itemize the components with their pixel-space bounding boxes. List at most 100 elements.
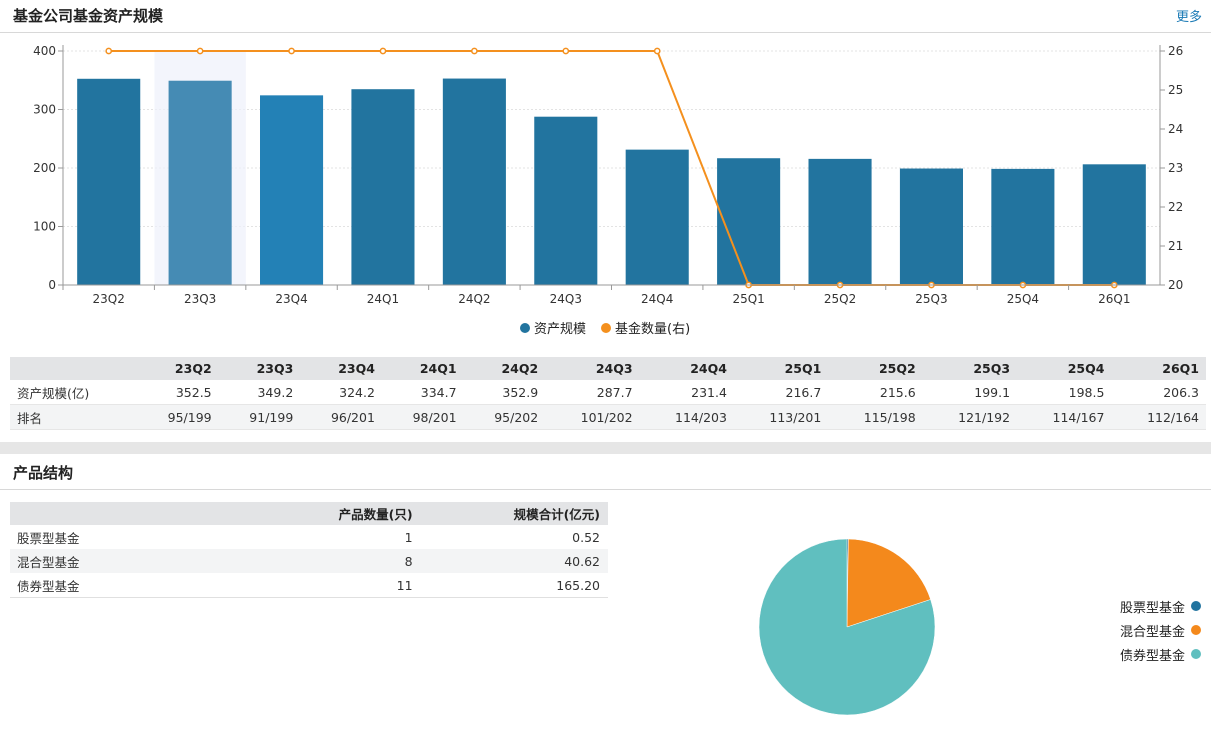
row-total: 40.62 (420, 549, 608, 573)
table-row: 股票型基金 1 0.52 (10, 525, 608, 549)
table-cell: 206.3 (1111, 380, 1206, 405)
x-tick-label: 25Q2 (824, 292, 856, 306)
bar[interactable] (625, 149, 689, 285)
y-right-tick-label: 23 (1168, 161, 1183, 175)
bar[interactable] (899, 168, 963, 285)
y-right-tick-label: 25 (1168, 83, 1183, 97)
x-tick-label: 25Q4 (1007, 292, 1039, 306)
header-quarter: 26Q1 (1111, 357, 1206, 380)
bar[interactable] (442, 78, 506, 285)
bar[interactable] (717, 158, 781, 285)
y-left-tick-label: 200 (33, 161, 56, 175)
legend-marker (520, 323, 530, 333)
divider (0, 489, 1211, 490)
asset-scale-chart: 0 100 200 300 400 20 21 22 23 24 25 26 23Q2 23Q3 23Q4 2… (33, 44, 1183, 337)
table-row: 资产规模(亿) 352.5 349.2 324.2 334.7 352.9 287.7 231… (10, 380, 1206, 405)
header-blank (10, 357, 137, 380)
pie-slice[interactable] (846, 538, 931, 628)
y-left-tick-label: 400 (33, 44, 56, 58)
table-row: 混合型基金 8 40.62 (10, 549, 608, 573)
table-cell: 115/198 (828, 404, 923, 430)
table-header-row: 产品数量(只) 规模合计(亿元) (10, 502, 608, 525)
table-cell: 215.6 (828, 380, 923, 405)
bar[interactable] (534, 116, 598, 286)
pie-legend-marker (1191, 649, 1201, 659)
y-left-tick-label: 0 (48, 278, 56, 292)
table-cell: 216.7 (733, 380, 829, 405)
row-label: 股票型基金 (17, 530, 80, 546)
pie-legend-item[interactable]: 混合型基金 (1120, 618, 1201, 642)
divider (0, 32, 1211, 33)
legend-label[interactable]: 基金数量(右) (615, 321, 690, 337)
table-cell: 112/164 (1111, 404, 1206, 430)
table-cell: 352.9 (463, 380, 546, 405)
y-right-tick-label: 22 (1168, 200, 1183, 214)
row-count: 8 (256, 549, 421, 573)
pie-slice[interactable] (758, 538, 936, 716)
header-quarter: 25Q2 (828, 357, 923, 380)
table-header-row: 23Q2 23Q3 23Q4 24Q1 24Q2 24Q3 24Q4 25Q1 25Q2 25Q3… (10, 357, 1206, 380)
x-tick-label: 26Q1 (1098, 292, 1130, 306)
table-cell: 198.5 (1017, 380, 1112, 405)
table-cell: 231.4 (639, 380, 734, 405)
bar[interactable] (168, 80, 232, 285)
line-point[interactable] (471, 47, 478, 55)
header-quarter: 24Q4 (639, 357, 734, 380)
header-quarter: 24Q1 (381, 357, 464, 380)
line-point[interactable] (562, 47, 570, 55)
table-cell: 121/192 (922, 404, 1018, 430)
row-count: 1 (404, 529, 413, 545)
product-structure-pie (758, 538, 936, 716)
header-quarter: 24Q3 (545, 357, 640, 380)
line-point[interactable] (105, 47, 113, 55)
table-cell: 91/199 (218, 404, 301, 430)
header-total: 规模合计(亿元) (420, 502, 608, 525)
pie-legend-marker (1191, 601, 1201, 611)
legend-label[interactable]: 资产规模 (534, 322, 586, 337)
y-right-tick-label: 21 (1168, 239, 1183, 253)
bar[interactable] (991, 168, 1055, 285)
product-table: 产品数量(只) 规模合计(亿元) 股票型基金 1 0.52 混合型基金 8 40… (10, 502, 608, 598)
header-quarter: 25Q4 (1017, 357, 1112, 380)
line-point[interactable] (379, 47, 387, 55)
x-tick-label: 25Q1 (732, 292, 764, 306)
y-right-tick-label: 20 (1168, 278, 1183, 292)
pie-legend-item[interactable]: 股票型基金 (1120, 594, 1201, 618)
y-right-tick-label: 26 (1168, 44, 1183, 58)
header-quarter: 24Q2 (463, 357, 546, 380)
line-point[interactable] (196, 47, 204, 55)
table-cell: 95/199 (137, 404, 219, 430)
table-cell: 101/202 (545, 404, 640, 430)
legend-marker (601, 323, 611, 333)
x-tick-label: 25Q3 (915, 292, 947, 306)
row-label: 混合型基金 (10, 549, 256, 573)
table-cell: 114/203 (639, 404, 734, 430)
row-label: 资产规模(亿) (10, 380, 137, 405)
table-row: 债券型基金 11 165.20 (10, 573, 608, 598)
bar[interactable] (808, 158, 872, 285)
bar[interactable] (77, 78, 141, 285)
x-tick-label: 24Q4 (641, 292, 673, 306)
table-cell: 334.7 (381, 380, 464, 405)
bar[interactable] (351, 89, 415, 285)
pie-legend-label: 混合型基金 (1119, 624, 1185, 640)
row-total: 165.20 (420, 573, 608, 598)
pie-legend-item[interactable]: 债券型基金 (1120, 642, 1201, 666)
table-cell: 199.1 (922, 380, 1018, 405)
table-cell: 287.7 (545, 380, 640, 405)
table-cell: 98/201 (381, 404, 464, 430)
quarter-table: 23Q2 23Q3 23Q4 24Q1 24Q2 24Q3 24Q4 25Q1 25Q2 25Q3… (10, 357, 1206, 430)
row-count: 11 (256, 573, 421, 598)
row-label: 债券型基金 (10, 573, 256, 598)
x-tick-label: 24Q1 (367, 292, 399, 306)
bar[interactable] (260, 95, 324, 285)
y-left-tick-label: 100 (33, 220, 56, 234)
x-tick-label: 24Q2 (458, 292, 490, 306)
table-cell: 96/201 (300, 404, 382, 430)
bar[interactable] (1082, 164, 1146, 285)
more-link[interactable]: 更多 (1175, 10, 1202, 25)
section-title-asset-scale: 基金公司基金资产规模 (13, 7, 164, 25)
table-row: 排名 95/199 91/199 96/201 98/201 95/202 101/202 1… (10, 404, 1206, 430)
line-point[interactable] (288, 47, 295, 55)
line-point[interactable] (653, 47, 661, 55)
